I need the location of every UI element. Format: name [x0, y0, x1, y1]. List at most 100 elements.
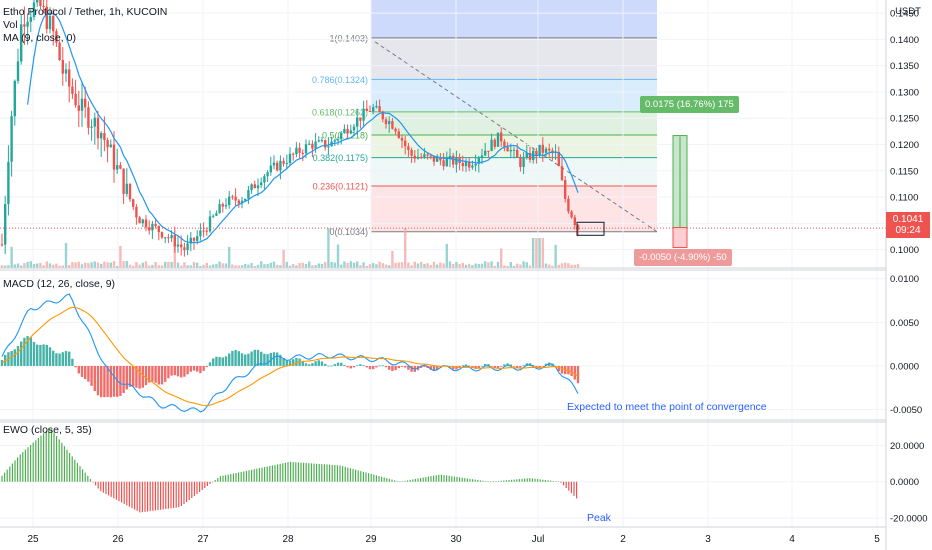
ewo-bar: [297, 462, 299, 482]
ewo-legend[interactable]: EWO (close, 5, 35): [3, 424, 92, 437]
ewo-bar: [131, 481, 133, 509]
volume-bar: [484, 261, 487, 268]
ewo-bar: [261, 467, 263, 482]
candle-body: [461, 162, 464, 167]
candle-body: [263, 176, 266, 183]
macd-histogram-bar: [464, 364, 468, 366]
macd-histogram-bar: [573, 365, 576, 380]
candle-body: [180, 244, 183, 248]
candle-body: [39, 0, 42, 7]
ewo-bar: [136, 481, 138, 511]
drawing-tools[interactable]: [0, 135, 886, 249]
macd-histogram-bar: [509, 364, 512, 366]
macd-histogram-bar: [173, 365, 176, 376]
macd-histogram-bar: [311, 363, 314, 366]
ewo-bar: [464, 478, 466, 482]
macd-annotation[interactable]: Expected to meet the point of convergenc…: [567, 401, 767, 413]
ewo-bar: [264, 467, 266, 482]
ewo-tick-label: 0.0000: [890, 477, 919, 488]
fibonacci-retracement[interactable]: 1(0.1403) 0.786(0.1324) 0.618(0.1262) 0.5(0…: [312, 0, 658, 237]
ewo-annotation[interactable]: Peak: [587, 512, 611, 524]
ewo-bar: [534, 478, 536, 482]
ewo-bar: [199, 481, 201, 493]
ewo-bar: [479, 480, 481, 482]
macd-histogram-bar: [160, 365, 164, 385]
time-axis[interactable]: 25 26 27 28 29 30 Jul 2 3 4 5: [27, 534, 880, 545]
ewo-bar: [4, 472, 6, 482]
volume-bar: [381, 263, 384, 268]
ewo-bar: [134, 481, 136, 510]
macd-title[interactable]: MACD (12, 26, close, 9): [3, 278, 116, 290]
volume-bar: [576, 264, 580, 268]
candle-body: [333, 140, 336, 142]
ewo-bar: [219, 476, 221, 482]
volume-bar: [176, 262, 180, 268]
macd-legend[interactable]: MACD (12, 26, close, 9): [3, 278, 115, 291]
ewo-bar: [391, 479, 393, 482]
candle-body: [436, 157, 439, 162]
volume-bar: [506, 265, 509, 268]
ewo-bar: [373, 474, 375, 482]
volume-bar: [237, 265, 240, 268]
time-tick-label: 4: [789, 534, 795, 545]
volume-bar: [477, 263, 480, 268]
candle-body: [138, 217, 141, 224]
ewo-bar: [308, 463, 310, 482]
volume-bar: [333, 262, 336, 268]
ewo-bar: [186, 481, 188, 503]
macd-histogram-bar: [480, 365, 484, 367]
volume-bar: [551, 265, 554, 268]
ewo-bar: [557, 481, 559, 483]
ewo-bar: [440, 474, 442, 482]
ewo-bar: [537, 479, 539, 482]
measure-down-label[interactable]: -0.0050 (-4.90%) -50: [634, 249, 732, 266]
volume-bar: [413, 261, 416, 268]
macd-histogram-bar: [116, 365, 119, 397]
measure-up-label[interactable]: 0.0175 (16.76%) 175: [640, 96, 739, 113]
candle-body: [272, 162, 276, 166]
macd-histogram-bar: [381, 365, 384, 367]
volume-bar: [330, 262, 333, 268]
candle-body: [381, 111, 384, 120]
candle-body: [61, 60, 64, 74]
ewo-bar: [334, 465, 336, 482]
volume-bar: [234, 265, 237, 268]
ma-legend[interactable]: MA (9, close, 0): [3, 32, 76, 44]
macd-histogram-bar: [522, 365, 525, 367]
main-legend[interactable]: Etho Protocol / Tether, 1h, KUCOIN Vol M…: [3, 6, 167, 45]
candle-body: [455, 157, 458, 165]
macd-histogram-bar: [400, 365, 404, 367]
macd-histogram-bar: [420, 365, 423, 368]
candle-body: [26, 21, 29, 27]
ewo-bar: [313, 463, 315, 482]
ewo-bar: [110, 481, 112, 497]
ewo-bar: [404, 480, 406, 482]
ewo-title[interactable]: EWO (close, 5, 35): [3, 424, 92, 436]
ewo-bar: [227, 474, 229, 482]
ewo-bar: [152, 481, 154, 511]
volume-legend[interactable]: Vol: [3, 19, 18, 31]
candle-body: [4, 204, 7, 245]
candle-body: [16, 61, 20, 81]
volume-bar: [394, 262, 397, 268]
candle-body: [135, 206, 138, 218]
volume-bar: [228, 246, 231, 268]
candle-body: [205, 230, 208, 232]
symbol-title[interactable]: Etho Protocol / Tether, 1h, KUCOIN: [3, 6, 168, 18]
candle-body: [240, 200, 244, 204]
candle-body: [384, 119, 388, 125]
macd-histogram-bar: [295, 357, 298, 366]
ewo-bar: [292, 462, 294, 482]
ewo-bar: [368, 473, 370, 482]
ewo-bar: [183, 481, 185, 505]
time-tick-label: 3: [705, 534, 711, 545]
volume-bar: [327, 228, 330, 268]
ewo-bar: [19, 454, 21, 482]
candle-body: [167, 237, 170, 239]
ewo-bar: [412, 479, 414, 482]
macd-histogram-bar: [378, 365, 381, 367]
volume-bar: [173, 245, 176, 268]
volume-bar: [135, 262, 138, 268]
volume-bar: [170, 261, 173, 268]
